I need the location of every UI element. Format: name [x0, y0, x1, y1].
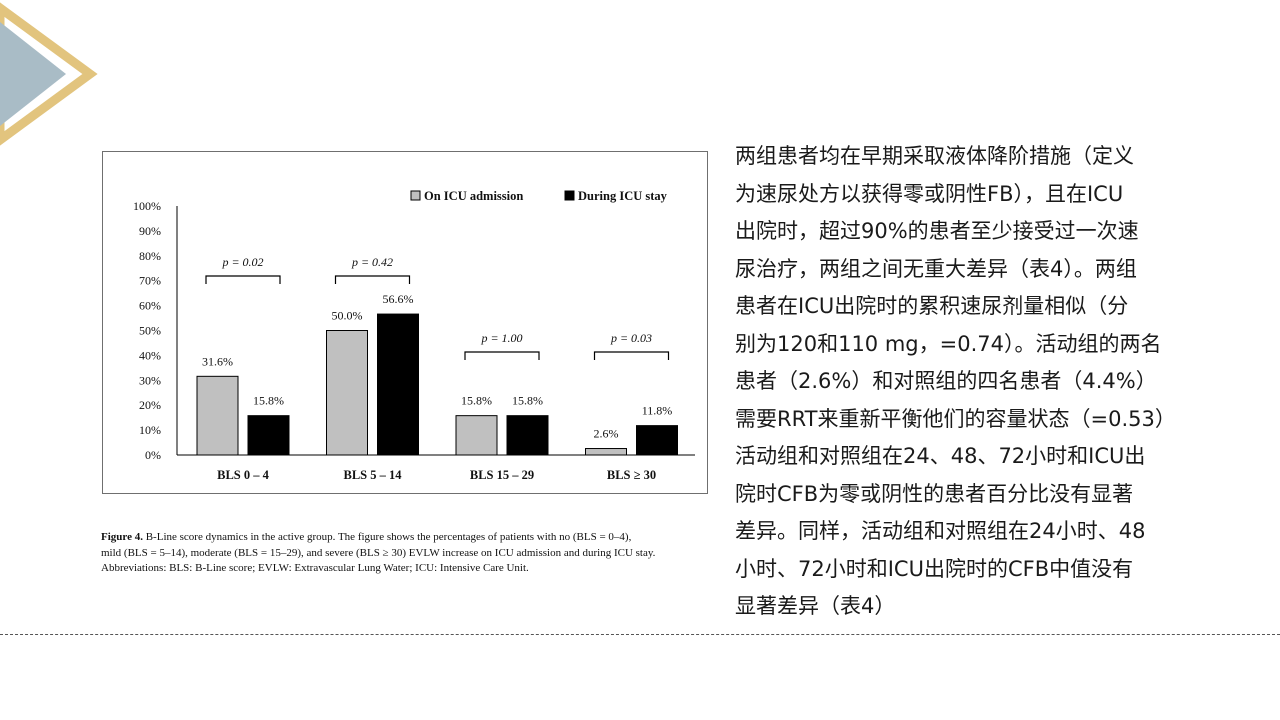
triangle-fill — [0, 22, 66, 126]
p-value-label: p = 0.42 — [351, 255, 393, 269]
bar-value-label: 15.8% — [512, 394, 543, 408]
bar — [247, 415, 290, 456]
y-tick-label: 30% — [139, 373, 161, 387]
dashed-divider — [0, 634, 1280, 635]
caption-line-2: mild (BLS = 5–14), moderate (BLS = 15–29… — [101, 546, 656, 559]
bar — [506, 415, 549, 456]
x-category-label: BLS 5 – 14 — [343, 468, 402, 482]
caption-line-1: Figure 4. B-Line score dynamics in the a… — [101, 530, 726, 546]
p-value-label: p = 0.03 — [610, 331, 652, 345]
body-line: 患者（2.6%）和对照组的四名患者（4.4%） — [735, 369, 1157, 393]
bar-value-label: 2.6% — [594, 427, 619, 441]
y-tick-label: 60% — [139, 299, 161, 313]
legend-swatch — [564, 190, 575, 201]
bar-value-label: 50.0% — [332, 309, 363, 323]
y-tick-label: 100% — [133, 199, 161, 213]
body-line: 出院时，超过90%的患者至少接受过一次速 — [735, 219, 1139, 243]
y-tick-label: 70% — [139, 274, 161, 288]
bar — [455, 415, 498, 456]
body-line: 小时、72小时和ICU出院时的CFB中值没有 — [735, 556, 1134, 581]
body-line: 患者在ICU出院时的累积速尿剂量相似（分 — [735, 294, 1129, 318]
y-tick-label: 40% — [139, 348, 161, 362]
body-line: 需要RRT来重新平衡他们的容量状态（=0.53） — [735, 406, 1176, 431]
legend-label: During ICU stay — [578, 189, 668, 203]
corner-triangle-decoration — [0, 2, 98, 146]
y-tick-label: 20% — [139, 398, 161, 412]
body-line: 显著差异（表4） — [735, 594, 896, 618]
bar-value-label: 15.8% — [461, 394, 492, 408]
y-tick-label: 80% — [139, 249, 161, 263]
bar — [585, 448, 627, 456]
body-line: 为速尿处方以获得零或阴性FB），且在ICU — [735, 181, 1124, 206]
p-value-label: p = 1.00 — [480, 331, 522, 345]
caption-line-3: Abbreviations: BLS: B-Line score; EVLW: … — [101, 562, 529, 574]
p-value-bracket — [464, 351, 540, 360]
caption-text-1: B-Line score dynamics in the active grou… — [142, 531, 632, 543]
bar-value-label: 11.8% — [642, 404, 673, 418]
p-value-bracket — [593, 351, 670, 360]
bar-value-label: 15.8% — [253, 394, 284, 408]
y-tick-label: 0% — [145, 448, 161, 462]
y-tick-label: 50% — [139, 324, 161, 338]
bar-value-label: 31.6% — [202, 354, 233, 368]
body-line: 院时CFB为零或阴性的患者百分比没有显著 — [735, 481, 1134, 506]
body-text: 两组患者均在早期采取液体降阶措施（定义 为速尿处方以获得零或阴性FB），且在IC… — [735, 138, 1255, 626]
body-line: 活动组和对照组在24、48、72小时和ICU出 — [735, 444, 1146, 468]
legend-swatch — [410, 190, 421, 201]
x-category-label: BLS ≥ 30 — [607, 468, 656, 482]
body-line: 尿治疗，两组之间无重大差异（表4）。两组 — [735, 256, 1137, 281]
bar — [196, 375, 239, 456]
figure-caption: Figure 4. B-Line score dynamics in the a… — [101, 530, 726, 577]
p-value-label: p = 0.02 — [221, 255, 263, 269]
bar — [377, 313, 419, 456]
bar — [636, 425, 678, 456]
body-line: 两组患者均在早期采取液体降阶措施（定义 — [735, 144, 1134, 168]
p-value-bracket — [205, 275, 281, 284]
bar-value-label: 56.6% — [383, 292, 414, 306]
x-category-label: BLS 0 – 4 — [217, 468, 270, 482]
caption-label: Figure 4. — [101, 531, 143, 543]
figure-panel: 0% 10% 20% 30% 40% 50% 60% 70% 80% 90% 100% 31.6% 15… — [102, 151, 708, 494]
legend-label: On ICU admission — [424, 189, 523, 203]
p-value-bracket — [334, 275, 411, 284]
x-category-label: BLS 15 – 29 — [470, 468, 534, 482]
y-tick-label: 90% — [139, 224, 161, 238]
triangle-border — [0, 2, 98, 146]
bar — [326, 330, 368, 456]
body-line: 别为120和110 mg，=0.74）。活动组的两名 — [735, 331, 1162, 356]
body-line: 差异。同样，活动组和对照组在24小时、48 — [735, 519, 1146, 543]
bar-chart: 0% 10% 20% 30% 40% 50% 60% 70% 80% 90% 100% 31.6% 15… — [133, 189, 695, 482]
y-tick-label: 10% — [139, 423, 161, 437]
